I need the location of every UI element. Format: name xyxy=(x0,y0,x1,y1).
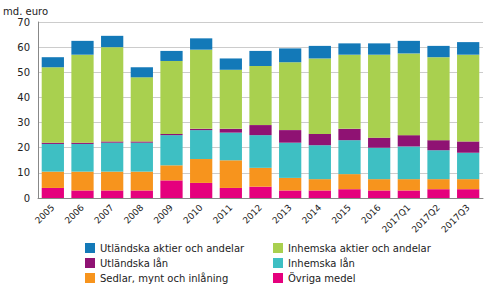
svg-text:2012: 2012 xyxy=(241,202,264,225)
svg-text:0: 0 xyxy=(24,193,30,204)
svg-text:30: 30 xyxy=(17,117,30,128)
svg-text:2017Q3: 2017Q3 xyxy=(439,202,471,234)
svg-text:2015: 2015 xyxy=(330,202,353,225)
svg-text:70: 70 xyxy=(17,17,30,28)
svg-text:2016: 2016 xyxy=(359,202,382,225)
svg-text:md. euro: md. euro xyxy=(3,6,48,17)
svg-text:Övriga medel: Övriga medel xyxy=(288,272,356,284)
svg-text:2010: 2010 xyxy=(181,202,204,225)
svg-text:20: 20 xyxy=(17,142,30,153)
svg-text:2011: 2011 xyxy=(211,202,234,225)
svg-text:Utländska aktier och andelar: Utländska aktier och andelar xyxy=(100,243,245,254)
svg-text:60: 60 xyxy=(17,42,30,53)
svg-text:Inhemska aktier och andelar: Inhemska aktier och andelar xyxy=(288,243,432,254)
svg-text:Utländska lån: Utländska lån xyxy=(100,257,168,269)
svg-text:2009: 2009 xyxy=(152,202,175,225)
svg-text:2007: 2007 xyxy=(92,202,115,225)
svg-text:2013: 2013 xyxy=(270,202,293,225)
svg-text:2017Q1: 2017Q1 xyxy=(380,202,412,234)
svg-text:Inhemska lån: Inhemska lån xyxy=(288,257,355,269)
svg-text:10: 10 xyxy=(17,167,30,178)
svg-text:2006: 2006 xyxy=(63,202,86,225)
svg-text:2017Q2: 2017Q2 xyxy=(410,202,442,234)
svg-text:Sedlar, mynt och inlåning: Sedlar, mynt och inlåning xyxy=(100,272,228,284)
svg-text:2014: 2014 xyxy=(300,202,323,225)
svg-text:2008: 2008 xyxy=(122,202,145,225)
svg-text:2005: 2005 xyxy=(33,202,56,225)
svg-text:50: 50 xyxy=(17,67,30,78)
svg-text:40: 40 xyxy=(17,92,30,103)
